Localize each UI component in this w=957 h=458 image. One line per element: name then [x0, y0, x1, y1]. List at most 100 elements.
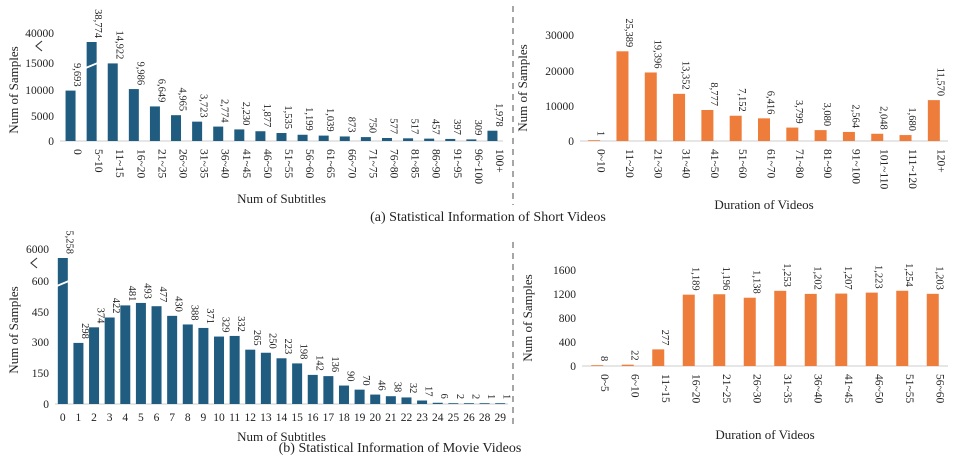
x-axis-title: Duration of Videos: [715, 427, 814, 442]
bar: [234, 129, 245, 141]
data-label: 7,152: [736, 88, 747, 112]
x-tick-label: 56~60: [933, 374, 945, 403]
data-label: 136: [329, 356, 340, 372]
x-tick-label: 0~5: [598, 374, 610, 392]
x-tick-label: 26: [463, 412, 475, 424]
data-label: 873: [345, 117, 356, 133]
bar: [652, 349, 665, 366]
bar: [417, 400, 428, 404]
bar-break-gap: [56, 280, 69, 287]
x-tick-label: 61~65: [324, 149, 336, 178]
data-label: 1,199: [303, 107, 314, 131]
data-label: 38,774: [92, 9, 103, 39]
x-tick-label: 31~35: [781, 374, 793, 403]
bar: [758, 118, 770, 141]
bar: [774, 290, 787, 366]
x-tick-label: 20: [369, 412, 381, 424]
x-tick-label: 11~15: [659, 374, 671, 403]
x-tick-label: 5: [138, 412, 144, 424]
bar: [448, 403, 459, 404]
bar: [804, 293, 817, 366]
x-tick-label: 26~30: [750, 374, 762, 403]
x-tick-label: 3: [107, 412, 113, 424]
y-tick-label: 30000: [545, 30, 574, 42]
x-tick-label: 100+: [493, 149, 505, 173]
bar: [135, 302, 146, 404]
x-tick-label: 25: [448, 412, 460, 424]
x-tick-label: 96~100: [472, 149, 484, 184]
x-tick-label: 14: [276, 412, 288, 424]
data-label: 374: [95, 308, 106, 325]
x-tick-label: 16: [307, 412, 319, 424]
x-tick-label: 15: [291, 412, 303, 424]
bar: [86, 42, 97, 141]
x-tick-label: 120+: [934, 149, 946, 173]
caption-short-videos: (a) Statistical Information of Short Vid…: [370, 210, 606, 225]
x-tick-label: 12: [245, 412, 257, 424]
bar: [354, 389, 365, 404]
bar: [842, 131, 855, 141]
x-tick-label: 41~45: [842, 374, 854, 403]
data-label: 198: [298, 344, 309, 360]
x-tick-label: 26~30: [177, 149, 189, 178]
bar: [104, 317, 115, 404]
data-label: 9,986: [134, 61, 145, 85]
x-tick-label: 16~20: [689, 374, 701, 403]
data-label: 38: [391, 382, 402, 393]
bar: [424, 138, 435, 141]
x-tick-label: 61~70: [765, 149, 777, 178]
bar: [588, 140, 601, 141]
data-label: 11,570: [934, 68, 945, 97]
data-label: 6,416: [765, 91, 776, 115]
bar: [65, 90, 76, 141]
x-tick-label: 46~50: [261, 149, 273, 178]
bar: [276, 133, 287, 141]
y-axis-title: Num of Samples: [6, 46, 21, 133]
data-label: 1,203: [933, 266, 944, 290]
data-label: 70: [360, 375, 371, 386]
x-tick-label: 81~85: [409, 149, 421, 178]
bar: [73, 342, 84, 404]
x-tick-label: 6~10: [628, 374, 640, 398]
y-tick-label: 0: [568, 136, 574, 148]
bar: [107, 63, 118, 141]
bar: [260, 352, 271, 404]
data-label: 397: [451, 119, 462, 135]
data-label: 2,564: [849, 104, 860, 128]
y-tick-label: 1200: [553, 289, 576, 301]
data-label: 1,207: [842, 266, 853, 290]
bar: [276, 358, 287, 404]
data-label: 388: [188, 305, 199, 321]
x-tick-label: 22: [401, 412, 413, 424]
x-tick-label: 29: [494, 412, 506, 424]
x-tick-label: 51~55: [282, 149, 294, 178]
bar: [167, 315, 178, 404]
data-label: 3,080: [821, 102, 832, 126]
bar: [381, 137, 392, 141]
x-tick-label: 86~90: [430, 149, 442, 178]
bar: [213, 126, 224, 141]
data-label: 1: [485, 394, 496, 399]
data-label: 2: [469, 394, 480, 399]
x-tick-label: 91~100: [849, 149, 861, 184]
x-axis-title: Duration of Videos: [714, 197, 813, 212]
data-label: 6: [438, 394, 449, 399]
chart-movie-duration: 0 400 800 1200 1600 8 0~5 22 6~10 277 11~15 1,189 16…: [520, 263, 948, 442]
data-label: 1: [595, 131, 606, 136]
bar: [495, 403, 506, 404]
bar: [171, 115, 182, 141]
y-tick-label: 0: [43, 399, 49, 411]
data-label: 142: [313, 355, 324, 371]
x-tick-label: 46~50: [872, 374, 884, 403]
data-label: 329: [220, 317, 231, 333]
x-tick-label: 56~60: [303, 149, 315, 178]
bar: [339, 136, 350, 141]
x-tick-label: 21~25: [720, 374, 732, 403]
data-label: 8,777: [708, 82, 719, 106]
bar: [401, 397, 412, 404]
bar: [255, 131, 266, 141]
data-label: 1,223: [872, 265, 883, 289]
data-label: 1,039: [324, 108, 335, 132]
data-label: 1,196: [720, 267, 731, 291]
